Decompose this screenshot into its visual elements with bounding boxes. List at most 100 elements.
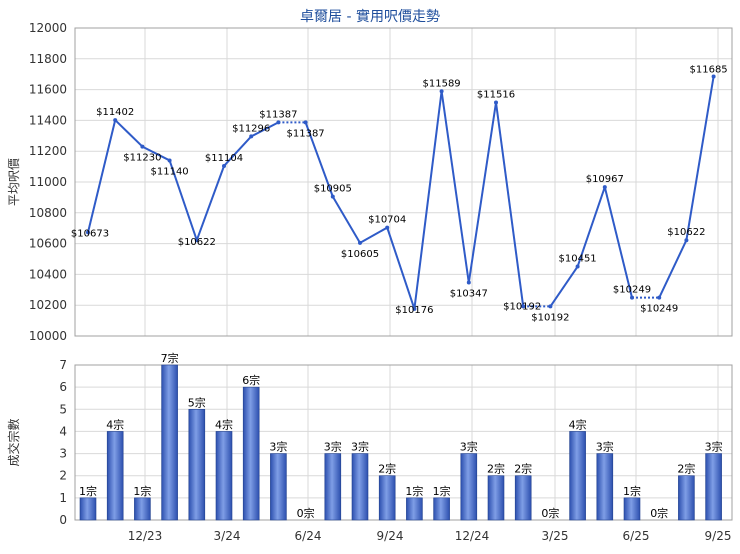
series-line-segment (359, 226, 388, 244)
data-label: $10249 (640, 304, 678, 315)
series-line-segment (331, 196, 361, 244)
bar-label: 1宗 (433, 484, 451, 498)
data-point (222, 163, 226, 168)
data-label: $11387 (259, 109, 297, 120)
data-label: $10673 (71, 228, 109, 239)
bar-label: 2宗 (487, 462, 505, 476)
y-tick-label: 10400 (29, 267, 67, 281)
y-tick-label: 2 (59, 469, 67, 483)
data-label: $10192 (531, 312, 569, 323)
y-tick-label: 7 (59, 358, 67, 372)
data-label: $10249 (613, 285, 651, 296)
y-tick-label: 11200 (29, 144, 67, 158)
series-line-segment (87, 119, 117, 233)
y-tick-label: 10200 (29, 298, 67, 312)
data-point (330, 194, 335, 199)
bar (623, 497, 641, 521)
bar-label: 3宗 (460, 440, 478, 454)
series-line-segment (685, 76, 715, 241)
data-point (711, 74, 716, 79)
series-line-segment (250, 121, 279, 138)
data-label: $11387 (287, 128, 325, 139)
series-line-segment (386, 227, 416, 310)
x-tick-label: 9/25 (705, 529, 732, 543)
bar-label: 2宗 (677, 462, 695, 476)
data-point (439, 89, 444, 94)
y-tick-label: 0 (59, 513, 67, 527)
y-tick-label: 11800 (29, 52, 67, 66)
bar-label: 3宗 (596, 440, 614, 454)
plot-frame (74, 364, 733, 521)
y-tick-label: 10600 (29, 237, 67, 251)
bar (487, 475, 505, 521)
data-point (113, 118, 118, 123)
data-point (86, 230, 90, 235)
bar (106, 431, 124, 521)
bar-label: 0宗 (650, 506, 668, 520)
y-tick-label: 12000 (29, 21, 67, 35)
data-label: $10967 (586, 174, 624, 185)
data-point (657, 295, 662, 300)
bar (596, 453, 614, 521)
data-label: $11296 (232, 123, 270, 134)
y-tick-label: 11000 (29, 175, 67, 189)
x-tick-label: 3/25 (542, 529, 569, 543)
data-point (684, 238, 689, 243)
y-tick-label: 11600 (29, 83, 67, 97)
bar-label: 1宗 (623, 484, 641, 498)
bar (514, 475, 532, 521)
chart-title: 卓爾居 - 實用呎價走勢 (300, 8, 440, 25)
data-label: $11589 (423, 78, 461, 89)
bar (324, 453, 342, 521)
data-point (358, 240, 362, 245)
y-tick-label: 10000 (29, 329, 67, 343)
data-point (276, 120, 281, 125)
series-line-segment (223, 135, 252, 167)
data-point (494, 100, 498, 105)
series-line-segment (495, 102, 525, 307)
data-label: $11402 (96, 107, 134, 118)
y-tick-label: 3 (59, 447, 67, 461)
data-point (140, 144, 145, 149)
bar (79, 497, 97, 521)
y-tick-label: 10800 (29, 206, 67, 220)
series-line-segment (168, 160, 198, 241)
bar-label: 6宗 (242, 373, 260, 387)
y-axis-label: 平均呎價 (7, 158, 21, 206)
bar-label: 7宗 (161, 351, 179, 365)
data-label: $10192 (503, 301, 541, 312)
data-point (548, 304, 553, 309)
data-label: $11516 (477, 90, 515, 101)
data-label: $11104 (205, 153, 243, 164)
bar (188, 408, 206, 521)
data-label: $10347 (450, 289, 488, 300)
bar-label: 3宗 (705, 440, 723, 454)
y-axis-label: 成交宗數 (6, 418, 21, 466)
bar (215, 431, 233, 521)
plot-frame (74, 27, 733, 337)
data-point (303, 120, 308, 125)
series-line-segment (467, 102, 497, 283)
series-line-segment (195, 165, 225, 241)
bar (378, 475, 396, 521)
x-tick-label: 6/24 (295, 529, 322, 543)
data-label: $10704 (368, 215, 406, 226)
data-point (167, 158, 172, 163)
bar-label: 4宗 (106, 417, 124, 431)
series-line-segment (658, 239, 688, 299)
bar (161, 364, 178, 521)
series-line-segment (141, 145, 171, 162)
series-line-segment (413, 91, 443, 310)
bar-label: 3宗 (324, 440, 342, 454)
bar-label: 0宗 (297, 506, 315, 520)
series-line-segment (114, 119, 144, 148)
data-label: $10622 (178, 237, 216, 248)
series-line-segment (440, 91, 470, 283)
data-point (194, 238, 199, 243)
series-line-segment (304, 122, 334, 197)
y-tick-label: 4 (59, 424, 67, 438)
transactions-bar-chart: 0 1 2 3 4 5 6 7 成交宗數 1宗 4宗 1宗 7宗 5宗 4宗 6宗 3宗 0宗 3宗 3宗 2宗 1宗 1宗… (6, 351, 733, 543)
x-tick-label: 12/23 (128, 529, 163, 543)
bar-label: 1宗 (405, 484, 423, 498)
